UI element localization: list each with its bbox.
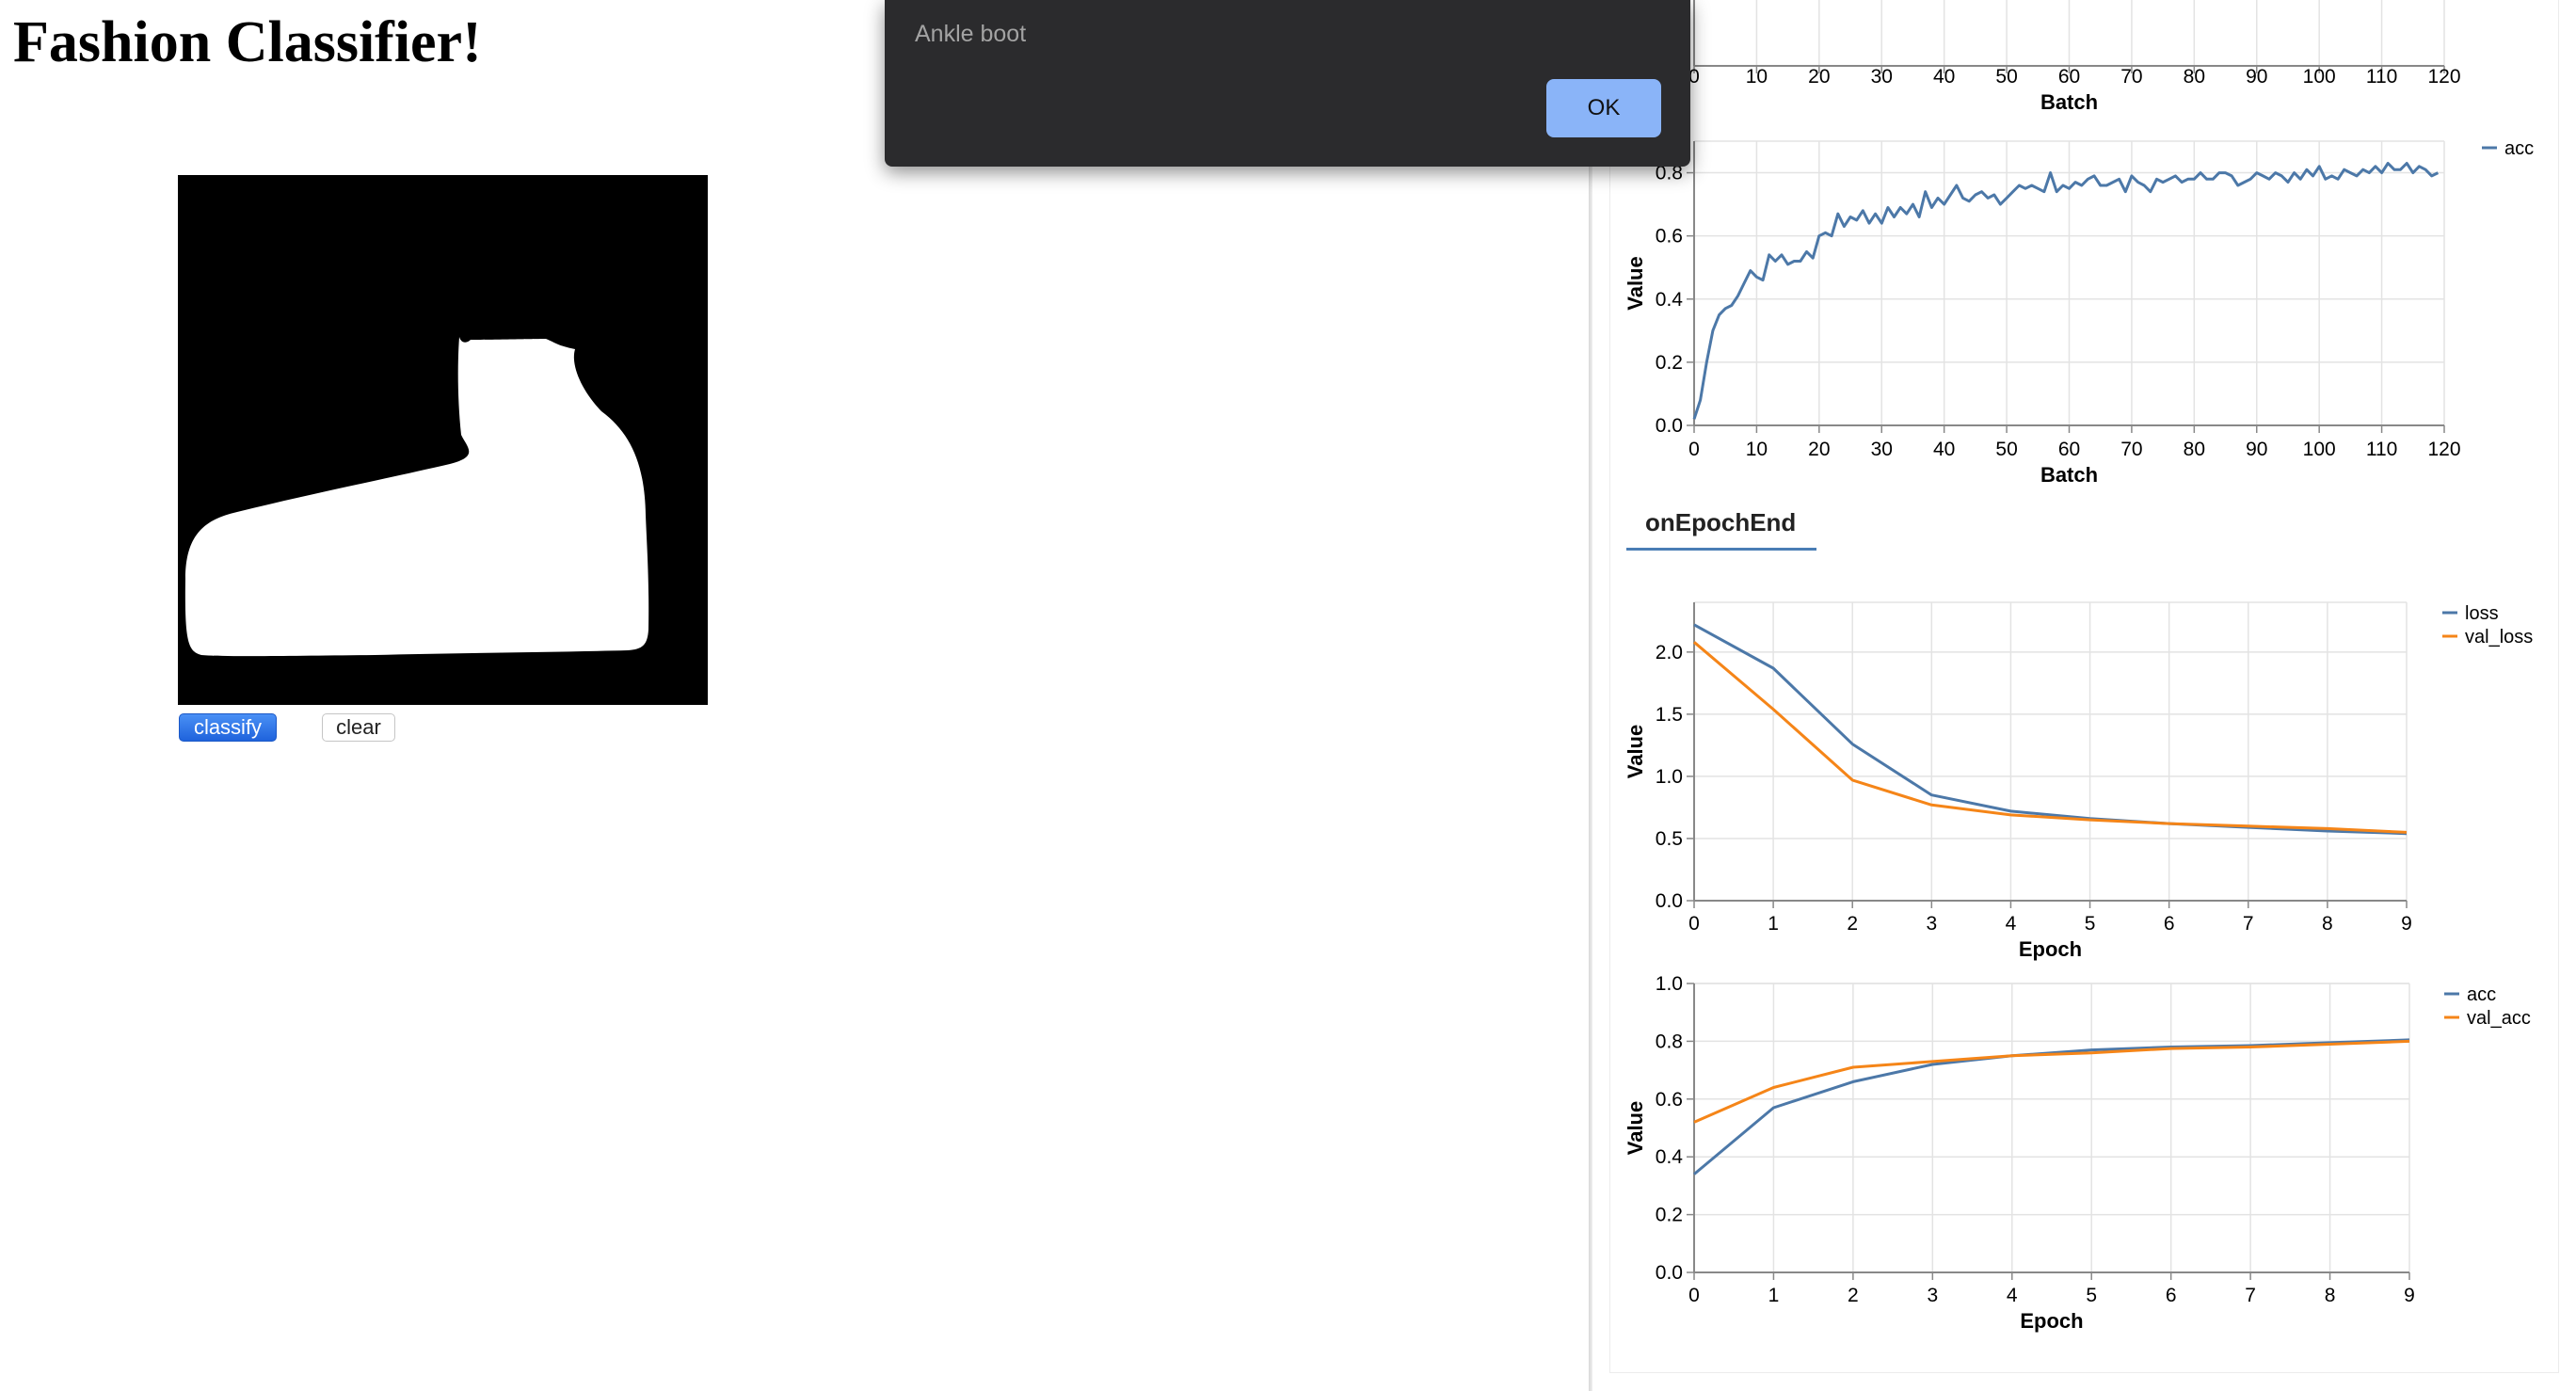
y-tick-label: 0.6 xyxy=(1656,1089,1683,1111)
alert-dialog: Ankle boot OK xyxy=(885,0,1690,167)
y-tick-label: 1.5 xyxy=(1656,704,1683,726)
drawing-canvas[interactable] xyxy=(178,175,708,705)
y-axis-title: Value xyxy=(1624,725,1647,778)
y-tick-label: 2.0 xyxy=(1656,642,1683,664)
x-tick-label: 5 xyxy=(2086,1285,2097,1306)
legend-label-val-loss: val_loss xyxy=(2465,627,2533,648)
x-tick-label: 60 xyxy=(2058,439,2080,460)
x-tick-label: 2 xyxy=(1847,913,1858,935)
y-tick-label: 0.4 xyxy=(1656,1146,1684,1168)
x-tick-label: 0 xyxy=(1688,439,1700,460)
x-tick-label: 7 xyxy=(2243,913,2254,935)
x-tick-label: 60 xyxy=(2058,66,2080,88)
y-tick-label: 0.8 xyxy=(1656,163,1683,184)
x-tick-label: 90 xyxy=(2246,66,2267,88)
x-tick-label: 50 xyxy=(1995,66,2017,88)
x-tick-label: 10 xyxy=(1746,66,1768,88)
x-tick-label: 6 xyxy=(2164,913,2175,935)
legend-label-acc: acc xyxy=(2467,984,2496,1005)
y-tick-label: 0.4 xyxy=(1656,289,1684,311)
x-tick-label: 90 xyxy=(2246,439,2267,460)
x-tick-label: 9 xyxy=(2401,913,2412,935)
x-tick-label: 100 xyxy=(2303,439,2336,460)
page-title: Fashion Classifier! xyxy=(13,10,482,74)
series-line-loss xyxy=(1693,623,2408,836)
x-tick-label: 10 xyxy=(1746,439,1768,460)
x-tick-label: 0 xyxy=(1688,66,1700,88)
drawn-boot-sketch xyxy=(184,337,649,657)
x-tick-label: 40 xyxy=(1933,66,1955,88)
x-axis-title: Epoch xyxy=(2019,937,2082,961)
x-tick-label: 1 xyxy=(1768,913,1779,935)
x-tick-label: 70 xyxy=(2120,66,2142,88)
y-tick-label: 0.6 xyxy=(1656,226,1683,248)
x-axis-title: Epoch xyxy=(2020,1309,2083,1333)
y-tick-label: 0.5 xyxy=(1656,828,1683,850)
x-tick-label: 4 xyxy=(2006,913,2017,935)
x-tick-label: 70 xyxy=(2120,439,2142,460)
x-tick-label: 5 xyxy=(2085,913,2096,935)
alert-message: Ankle boot xyxy=(915,21,1027,47)
y-tick-label: 0.2 xyxy=(1656,352,1683,374)
tab-underline xyxy=(1626,548,1816,551)
x-tick-label: 9 xyxy=(2404,1285,2415,1306)
y-tick-label: 1.0 xyxy=(1656,766,1683,788)
x-tick-label: 2 xyxy=(1848,1285,1859,1306)
x-tick-label: 120 xyxy=(2427,66,2460,88)
series-line-val-acc xyxy=(1693,1039,2410,1124)
classify-button[interactable]: classify xyxy=(179,713,277,742)
x-tick-label: 6 xyxy=(2166,1285,2177,1306)
clear-button[interactable]: clear xyxy=(322,713,395,742)
x-tick-label: 8 xyxy=(2325,1285,2336,1306)
y-tick-label: 0.0 xyxy=(1656,415,1683,437)
tab-on-epoch-end[interactable]: onEpochEnd xyxy=(1645,508,1797,536)
y-tick-label: 0.0 xyxy=(1656,890,1683,912)
y-tick-label: 1.0 xyxy=(1656,973,1683,995)
x-tick-label: 30 xyxy=(1871,439,1893,460)
x-tick-label: 3 xyxy=(1927,1285,1938,1306)
y-tick-label: 0.2 xyxy=(1656,1205,1683,1226)
series-line-acc xyxy=(1693,1038,2410,1175)
legend-label-val-acc: val_acc xyxy=(2467,1008,2531,1029)
y-axis-title: Value xyxy=(1624,1101,1647,1155)
x-tick-label: 110 xyxy=(2366,439,2397,460)
visor-panel xyxy=(1609,0,2559,1373)
visor-divider xyxy=(1589,0,1592,1391)
x-tick-label: 8 xyxy=(2322,913,2333,935)
x-tick-label: 100 xyxy=(2303,66,2336,88)
x-tick-label: 3 xyxy=(1926,913,1937,935)
x-tick-label: 80 xyxy=(2184,66,2205,88)
x-tick-label: 30 xyxy=(1871,66,1893,88)
x-tick-label: 4 xyxy=(2007,1285,2018,1306)
x-tick-label: 120 xyxy=(2427,439,2460,460)
y-axis-title: Value xyxy=(1624,256,1647,310)
series-line-acc xyxy=(1692,162,2440,420)
x-tick-label: 1 xyxy=(1768,1285,1780,1306)
x-tick-label: 0 xyxy=(1688,1285,1700,1306)
legend-label-loss: loss xyxy=(2465,603,2499,624)
x-tick-label: 50 xyxy=(1995,439,2017,460)
alert-ok-button[interactable]: OK xyxy=(1546,79,1661,137)
x-tick-label: 0 xyxy=(1688,913,1700,935)
y-tick-label: 0.0 xyxy=(1656,1262,1683,1284)
x-tick-label: 40 xyxy=(1933,439,1955,460)
x-tick-label: 110 xyxy=(2366,66,2397,88)
series-line-val-loss xyxy=(1693,641,2408,834)
x-tick-label: 20 xyxy=(1808,439,1830,460)
x-tick-label: 80 xyxy=(2184,439,2205,460)
y-tick-label: 0.8 xyxy=(1656,1031,1683,1052)
x-axis-title: Batch xyxy=(2040,463,2098,487)
x-axis-title: Batch xyxy=(2040,90,2098,114)
x-tick-label: 7 xyxy=(2245,1285,2256,1306)
legend-label-acc: acc xyxy=(2504,138,2534,159)
x-tick-label: 20 xyxy=(1808,66,1830,88)
